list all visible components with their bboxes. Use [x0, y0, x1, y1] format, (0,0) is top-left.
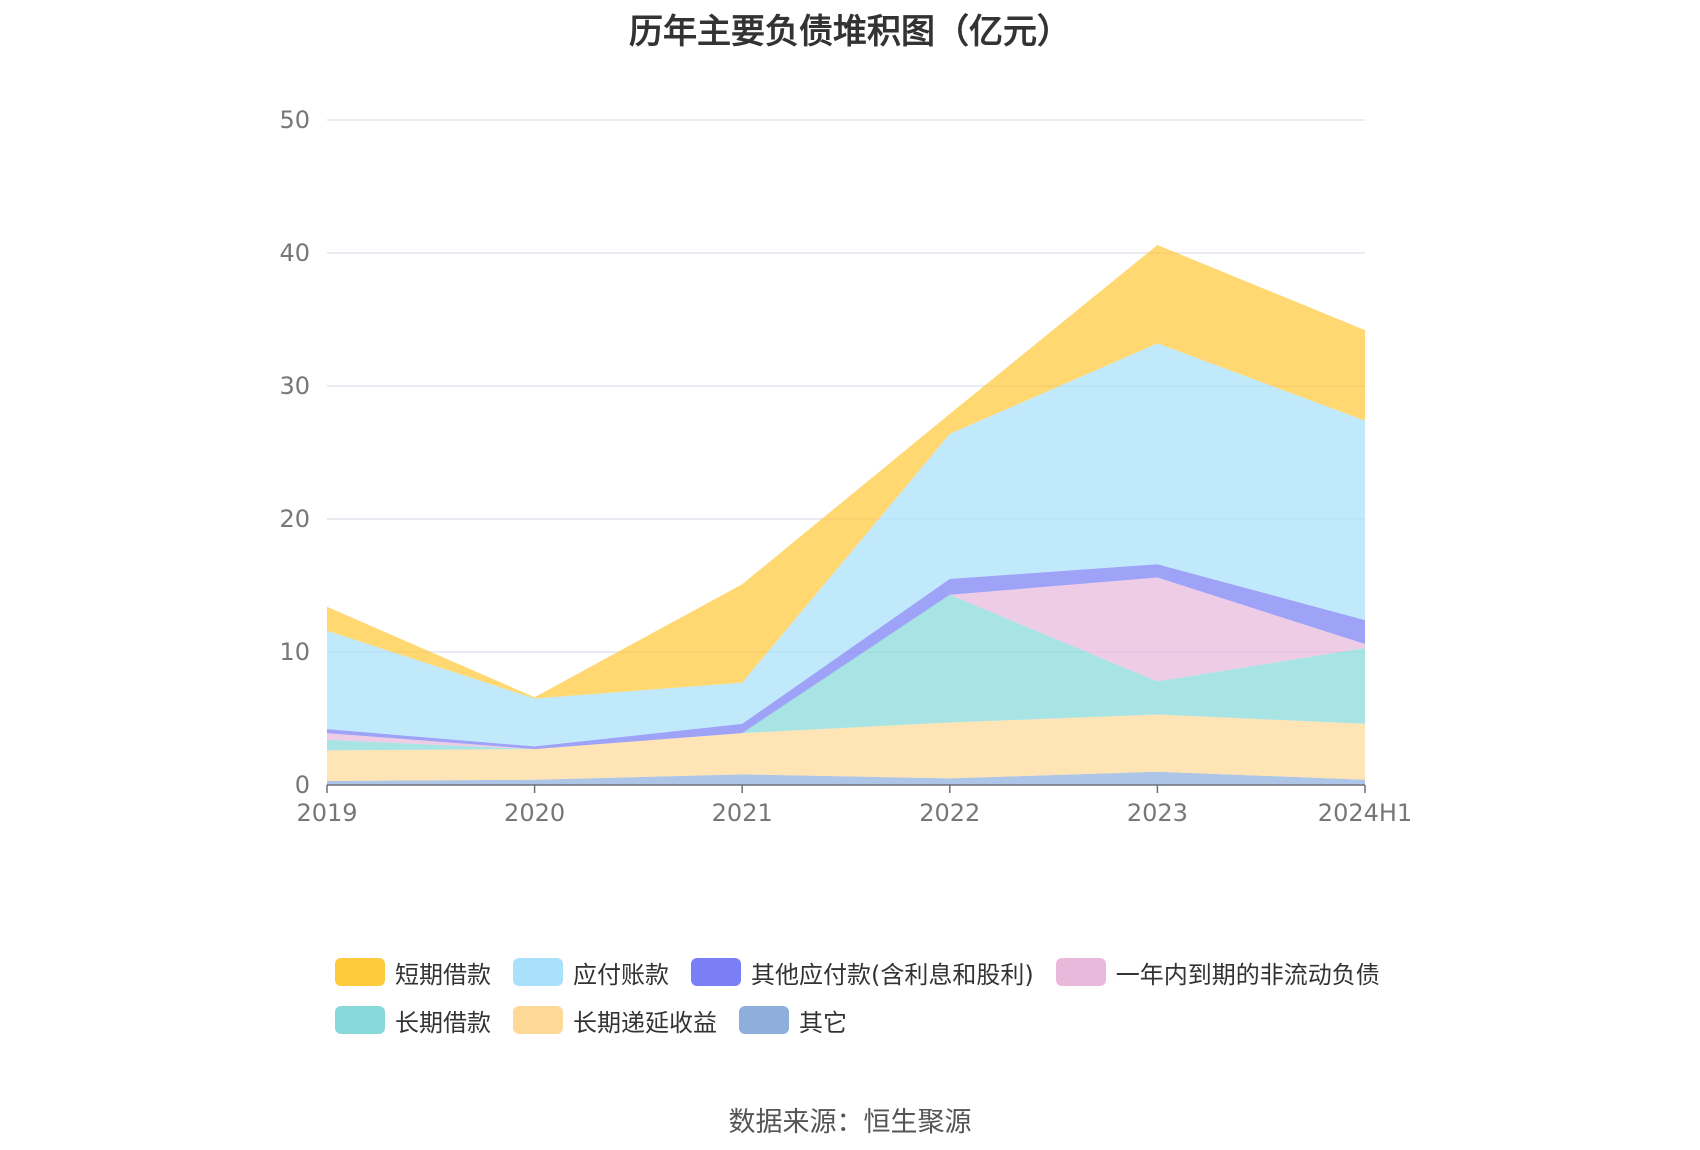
legend-swatch: [513, 958, 563, 986]
y-tick-label: 10: [279, 638, 310, 666]
area-series: [327, 245, 1365, 699]
legend-item[interactable]: 长期递延收益: [513, 1003, 717, 1038]
legend-item[interactable]: 短期借款: [335, 955, 491, 990]
legend-item[interactable]: 其它: [739, 1003, 847, 1038]
legend-swatch: [1055, 958, 1106, 986]
area-series: [327, 771, 1365, 785]
data-source-note: 数据来源：恒生聚源: [728, 1107, 972, 1138]
x-tick-label: 2020: [504, 799, 565, 827]
legend-label: 短期借款: [395, 960, 491, 989]
y-tick-label: 40: [279, 239, 310, 267]
area-series: [327, 594, 1365, 751]
area-series: [327, 343, 1365, 747]
x-tick-label: 2019: [296, 799, 357, 827]
legend-swatch: [513, 1006, 563, 1034]
y-tick-label: 30: [279, 372, 310, 400]
x-tick-label: 2024H1: [1318, 799, 1412, 827]
legend-swatch: [335, 1006, 385, 1034]
legend-label: 应付账款: [573, 960, 669, 989]
x-tick-label: 2023: [1127, 799, 1188, 827]
legend-row: 长期借款 长期递延收益 其它: [335, 996, 1435, 1044]
area-series: [327, 714, 1365, 781]
legend-label: 其他应付款(含利息和股利): [751, 960, 1034, 989]
y-tick-label: 0: [295, 771, 310, 799]
legend-label: 一年内到期的非流动负债: [1115, 960, 1380, 989]
legend-item[interactable]: 长期借款: [335, 1003, 491, 1038]
legend-swatch: [335, 958, 385, 986]
y-tick-label: 50: [279, 106, 310, 134]
legend-label: 长期借款: [395, 1008, 491, 1037]
legend-swatch: [691, 958, 741, 986]
legend-label: 其它: [799, 1008, 847, 1037]
legend-item[interactable]: 一年内到期的非流动负债: [1055, 955, 1380, 990]
legend: 短期借款 应付账款 其他应付款(含利息和股利) 一年内到期的非流动负债 长期借款 长期递…: [335, 948, 1435, 1044]
area-series: [327, 564, 1365, 750]
x-tick-label: 2021: [712, 799, 773, 827]
legend-item[interactable]: 应付账款: [513, 955, 669, 990]
y-tick-label: 20: [279, 505, 310, 533]
legend-item[interactable]: 其他应付款(含利息和股利): [691, 955, 1034, 990]
chart-title: 历年主要负债堆积图（亿元）: [629, 12, 1071, 52]
x-tick-label: 2022: [919, 799, 980, 827]
area-series: [327, 577, 1365, 750]
legend-label: 长期递延收益: [573, 1008, 717, 1037]
legend-row: 短期借款 应付账款 其他应付款(含利息和股利) 一年内到期的非流动负债: [335, 948, 1435, 996]
legend-swatch: [739, 1006, 789, 1034]
